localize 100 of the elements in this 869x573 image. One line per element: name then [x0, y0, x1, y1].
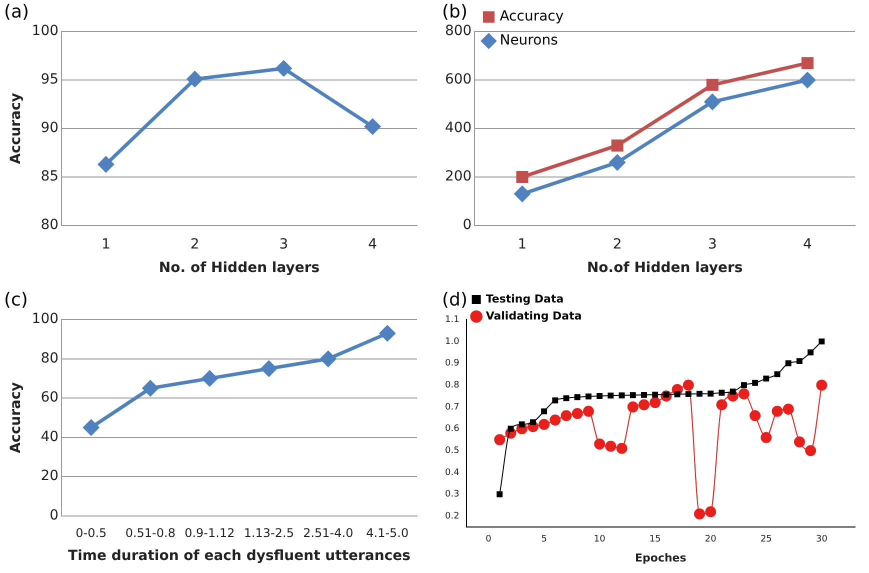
point [563, 395, 570, 402]
point [652, 392, 658, 398]
x-tick-label: 4.1-5.0 [366, 526, 409, 540]
x-tick-label: 3 [708, 236, 717, 252]
point [496, 491, 503, 498]
point [816, 380, 828, 391]
x-tick-label: 4 [803, 236, 812, 252]
x-tick-label: 10 [594, 534, 606, 545]
point [276, 60, 292, 76]
point [596, 393, 603, 399]
point [782, 404, 794, 415]
point [794, 436, 805, 448]
x-axis-title: Epoches [635, 551, 687, 564]
point [674, 391, 680, 398]
y-tick-label: 1.1 [444, 314, 460, 325]
y-axis-title: Accuracy [8, 382, 24, 454]
point [763, 376, 770, 382]
point [611, 139, 624, 152]
y-tick-label: 0.7 [444, 402, 460, 412]
x-axis-title: No.of Hidden layers [586, 260, 743, 276]
x-tick-label: 5 [541, 534, 547, 545]
x-axis-title: No. of Hidden layers [158, 260, 320, 276]
x-tick-label: 4 [368, 236, 378, 252]
point [574, 394, 580, 400]
point [706, 78, 718, 91]
point [716, 399, 728, 410]
point [808, 349, 814, 356]
y-tick-label: 60 [40, 390, 59, 406]
point [261, 360, 277, 376]
x-tick-label: 1 [518, 236, 527, 252]
point [752, 380, 758, 386]
y-tick-label: 100 [32, 311, 59, 328]
point [83, 420, 99, 436]
point [696, 390, 702, 397]
x-tick-label: 1.13-2.5 [244, 526, 294, 540]
x-tick-label: 2 [190, 236, 200, 252]
x-tick-label: 15 [649, 534, 661, 545]
point [774, 371, 780, 378]
point [805, 445, 816, 456]
y-tick-label: 0.9 [444, 358, 460, 369]
point [650, 397, 661, 408]
point [552, 397, 558, 404]
y-tick-label: 95 [40, 72, 59, 88]
point [98, 156, 114, 172]
point [530, 419, 536, 426]
x-tick-label: 2.51-4.0 [303, 526, 354, 540]
point [572, 408, 583, 419]
legend-label: Testing Data [486, 292, 564, 306]
y-tick-label: 0.2 [444, 511, 460, 522]
y-tick-label: 0.5 [444, 446, 460, 456]
point [202, 370, 218, 386]
y-tick-label: 100 [32, 23, 59, 40]
point [187, 71, 203, 87]
point [685, 391, 692, 398]
x-tick-label: 25 [760, 534, 772, 545]
point [142, 380, 158, 396]
y-tick-label: 200 [444, 168, 472, 185]
y-tick-label: 80 [40, 350, 59, 366]
point [608, 392, 614, 399]
point [704, 94, 720, 110]
chart-title: (d) [442, 289, 468, 310]
y-tick-label: 90 [40, 120, 59, 136]
point [738, 388, 750, 400]
point [618, 392, 625, 398]
point [594, 438, 606, 450]
y-tick-label: 85 [40, 168, 59, 185]
y-tick-label: 0.6 [444, 424, 460, 434]
y-tick-label: 400 [444, 120, 472, 136]
x-axis-title: Time duration of each dysfluent utterances [68, 548, 410, 564]
point [796, 358, 802, 364]
y-tick-label: 0 [50, 507, 59, 524]
chart-title: (c) [4, 289, 28, 310]
y-tick-label: 0 [462, 217, 472, 234]
x-tick-label: 0.51-0.8 [125, 526, 176, 540]
x-tick-label: 2 [612, 236, 622, 252]
chart-title: (b) [442, 1, 468, 22]
legend-label: Validating Data [486, 309, 582, 322]
point [682, 380, 694, 391]
x-tick-label: 30 [816, 534, 828, 545]
y-tick-label: 800 [444, 23, 472, 40]
point [730, 388, 736, 395]
point [494, 434, 506, 446]
y-tick-label: 20 [40, 468, 59, 484]
point [582, 406, 594, 417]
point [610, 154, 626, 170]
point [705, 506, 716, 518]
y-tick-label: 40 [40, 428, 59, 445]
point [801, 57, 814, 70]
point [638, 399, 650, 410]
x-tick-label: 1 [101, 236, 110, 252]
point [800, 72, 816, 88]
point [518, 421, 525, 428]
y-tick-label: 1.0 [444, 336, 460, 347]
point [750, 410, 761, 422]
point [818, 338, 825, 344]
point [627, 401, 638, 412]
x-tick-label: 3 [279, 236, 288, 252]
point [538, 418, 550, 430]
point [516, 170, 528, 183]
legend-label: Accuracy [500, 8, 564, 25]
